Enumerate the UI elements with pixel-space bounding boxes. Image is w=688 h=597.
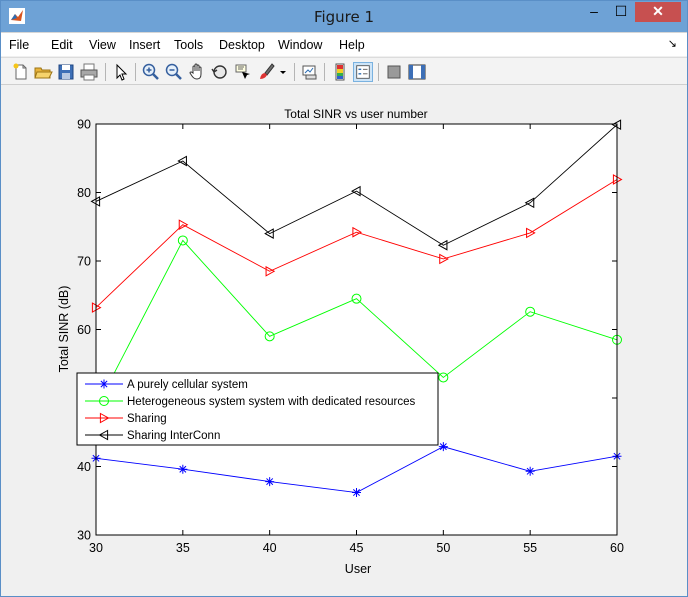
print-icon[interactable] [79, 62, 99, 82]
y-tick-label: 30 [77, 529, 91, 543]
brush-dropdown-icon[interactable] [278, 62, 288, 82]
x-tick-label: 30 [89, 541, 103, 555]
series-point [525, 466, 535, 476]
y-tick-label: 70 [77, 255, 91, 269]
series-point [524, 197, 535, 209]
save-icon[interactable] [56, 62, 76, 82]
series-path [95, 239, 618, 409]
figure-toolbar [1, 57, 687, 85]
legend-item[interactable]: Heterogeneous system system with dedicat… [85, 396, 416, 408]
rotate-3d-icon[interactable] [210, 62, 230, 82]
series-point [351, 293, 362, 304]
y-tick-label: 60 [77, 323, 91, 337]
toolbar-separator [105, 63, 106, 81]
toolbar-separator [324, 63, 325, 81]
y-axis-label: Total SINR (dB) [57, 286, 71, 373]
dock-figure-icon[interactable]: ↘ [667, 38, 677, 50]
series-point [98, 429, 109, 441]
axes-background [96, 124, 617, 535]
series-point [99, 379, 109, 389]
series-point [178, 464, 188, 474]
legend-label: Sharing InterConn [127, 430, 220, 442]
menu-desktop[interactable]: Desktop [219, 38, 265, 52]
title-bar[interactable]: Figure 1 – ☐ ✕ [1, 1, 687, 32]
menu-tools[interactable]: Tools [174, 38, 204, 52]
series-point [437, 239, 448, 251]
x-tick-label: 60 [610, 541, 624, 555]
chart-title: Total SINR vs user number [284, 107, 427, 121]
x-tick-label: 35 [176, 541, 190, 555]
show-plot-tools-icon[interactable] [407, 62, 427, 82]
toolbar-separator [378, 63, 379, 81]
y-tick-label: 90 [77, 118, 91, 132]
new-figure-icon[interactable] [11, 62, 31, 82]
menu-view[interactable]: View [89, 38, 116, 52]
series-line [90, 119, 622, 251]
series-point [99, 412, 110, 424]
menu-help[interactable]: Help [339, 38, 365, 52]
axes-box [95, 123, 618, 536]
series-point [265, 477, 275, 487]
matlab-logo-icon [9, 8, 25, 24]
series-point [264, 331, 275, 342]
pan-hand-icon[interactable] [187, 62, 207, 82]
series-point [352, 226, 363, 238]
menu-window[interactable]: Window [278, 38, 323, 52]
menu-file[interactable]: File [9, 38, 30, 52]
edit-plot-pointer-icon[interactable] [111, 62, 131, 82]
insert-legend-icon[interactable] [353, 62, 373, 82]
series-point [525, 306, 536, 317]
series-point [178, 219, 189, 231]
minimize-button[interactable]: – [590, 3, 598, 19]
zoom-out-icon[interactable] [164, 62, 184, 82]
series-point [177, 155, 187, 167]
toolbar-separator [294, 63, 295, 81]
insert-colorbar-icon[interactable] [330, 62, 350, 82]
legend-label: Heterogeneous system system with dedicat… [127, 396, 416, 408]
legend-item[interactable]: A purely cellular system [85, 379, 248, 391]
legend-label: Sharing [127, 413, 167, 425]
x-tick-label: 40 [263, 541, 277, 555]
series-point [438, 442, 448, 452]
series-point [352, 488, 361, 498]
menu-insert[interactable]: Insert [129, 38, 161, 52]
window-title: Figure 1 [313, 8, 375, 26]
series-path [95, 124, 618, 246]
series-point [177, 235, 188, 246]
legend[interactable]: A purely cellular system Heterogeneous sy… [76, 372, 439, 446]
legend-box [76, 372, 439, 446]
series-path [95, 179, 618, 308]
x-tick-label: 55 [523, 541, 537, 555]
legend-item[interactable]: Sharing InterConn [85, 429, 220, 442]
series-point [439, 253, 449, 265]
link-plot-icon[interactable] [300, 62, 320, 82]
menu-bar: File Edit View Insert Tools Desktop Wind… [1, 32, 687, 56]
y-tick-label: 40 [77, 460, 91, 474]
legend-label: A purely cellular system [127, 379, 248, 391]
hide-plot-tools-icon[interactable] [384, 62, 404, 82]
series-point [526, 227, 536, 239]
close-button[interactable]: ✕ [635, 2, 681, 22]
y-tick-label: 80 [77, 186, 91, 200]
data-cursor-icon[interactable] [233, 62, 253, 82]
series-point [438, 372, 449, 383]
zoom-in-icon[interactable] [141, 62, 161, 82]
toolbar-separator [135, 63, 136, 81]
x-axis-label: User [345, 562, 371, 576]
x-tick-label: 50 [436, 541, 450, 555]
menu-edit[interactable]: Edit [51, 38, 73, 52]
figure-canvas: Total SINR vs user number User Total SIN… [9, 87, 681, 591]
series-point [99, 396, 109, 406]
maximize-button[interactable]: ☐ [614, 3, 628, 19]
brush-icon[interactable] [257, 62, 277, 82]
series-point [350, 185, 361, 197]
series-point [264, 228, 274, 239]
open-file-icon[interactable] [33, 62, 53, 82]
series-point [265, 265, 276, 277]
line-chart[interactable]: Total SINR vs user number User Total SIN… [9, 87, 681, 591]
x-tick-label: 45 [350, 541, 364, 555]
legend-item[interactable]: Sharing [85, 412, 167, 425]
